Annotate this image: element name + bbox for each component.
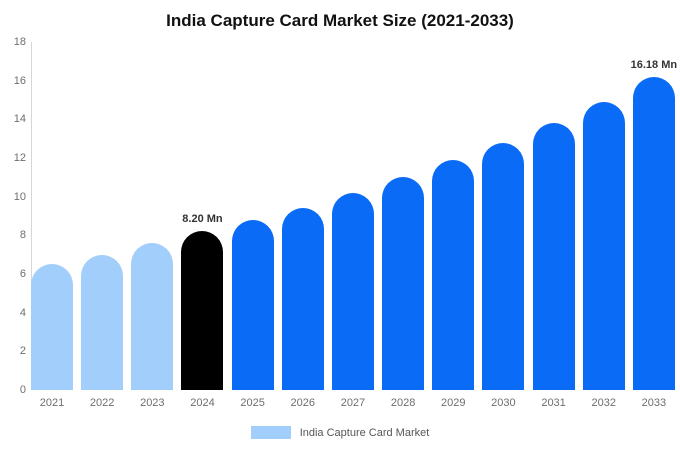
x-axis-label-2032: 2032 (591, 397, 616, 409)
bar-2030[interactable] (482, 142, 525, 390)
x-axis-label-2024: 2024 (190, 397, 215, 409)
bar-column-2033: 16.18 Mn 2033 (630, 42, 678, 409)
bar-column-2025: 2025 (231, 42, 274, 409)
bar-value-label-2024: 8.20 Mn (182, 213, 223, 226)
legend-swatch (250, 426, 291, 439)
bar-2028[interactable] (382, 177, 425, 390)
bar-2033[interactable] (632, 77, 675, 390)
bar-column-2026: 2026 (281, 42, 324, 409)
y-tick-label: 6 (19, 267, 26, 280)
y-tick-label: 18 (13, 35, 26, 48)
bar-column-2031: 2031 (532, 42, 575, 409)
bar-2021[interactable] (31, 264, 73, 390)
bar-2029[interactable] (432, 159, 475, 390)
bar-column-2032: 2032 (582, 42, 625, 409)
chart-title: India Capture Card Market Size (2021-203… (166, 11, 514, 30)
y-tick-label: 4 (19, 306, 26, 319)
x-axis-label-2028: 2028 (390, 397, 416, 409)
y-tick-label: 8 (19, 229, 26, 242)
x-axis-label-2033: 2033 (641, 397, 667, 409)
bar-2024[interactable] (181, 231, 224, 390)
bar-2025[interactable] (231, 219, 274, 390)
x-axis-label-2023: 2023 (140, 397, 165, 409)
bar-column-2021: 2021 (31, 42, 73, 409)
x-axis-label-2026: 2026 (290, 397, 316, 409)
bar-column-2023: 2023 (131, 42, 174, 409)
bar-2022[interactable] (81, 254, 124, 390)
bar-value-label-2033: 16.18 Mn (630, 59, 678, 72)
bar-2027[interactable] (331, 192, 374, 390)
bar-column-2030: 2030 (482, 42, 525, 409)
y-tick-label: 2 (19, 345, 26, 358)
x-axis-label-2025: 2025 (240, 397, 265, 409)
y-tick-label: 12 (13, 151, 26, 164)
bars: 2021 2022 2023 8.20 Mn 2024 2025 2026 2027 2028 2… (31, 42, 678, 409)
y-axis: 0 2 4 6 8 10 12 14 16 18 (0, 36, 26, 396)
bar-column-2029: 2029 (432, 42, 475, 409)
bar-2026[interactable] (281, 208, 324, 390)
bar-column-2027: 2027 (331, 42, 374, 409)
bar-2031[interactable] (532, 123, 575, 390)
x-axis-label-2022: 2022 (89, 397, 115, 409)
x-axis-label-2030: 2030 (491, 397, 516, 409)
bar-column-2024: 8.20 Mn 2024 (181, 42, 224, 409)
bar-2023[interactable] (131, 243, 174, 390)
legend[interactable]: India Capture Card Market (0, 426, 680, 439)
legend-label: India Capture Card Market (299, 426, 430, 439)
bar-column-2028: 2028 (382, 42, 425, 409)
y-tick-label: 16 (13, 74, 26, 87)
x-axis-label-2031: 2031 (541, 397, 566, 409)
bar-column-2022: 2022 (81, 42, 124, 409)
y-tick-label: 10 (13, 190, 26, 203)
y-tick-label: 0 (19, 383, 26, 396)
plot-area (31, 42, 676, 390)
x-axis-label-2027: 2027 (340, 397, 366, 409)
y-tick-label: 14 (13, 113, 26, 126)
x-axis-label-2029: 2029 (441, 397, 466, 409)
x-axis-label-2021: 2021 (39, 397, 65, 409)
bar-2032[interactable] (582, 101, 625, 390)
